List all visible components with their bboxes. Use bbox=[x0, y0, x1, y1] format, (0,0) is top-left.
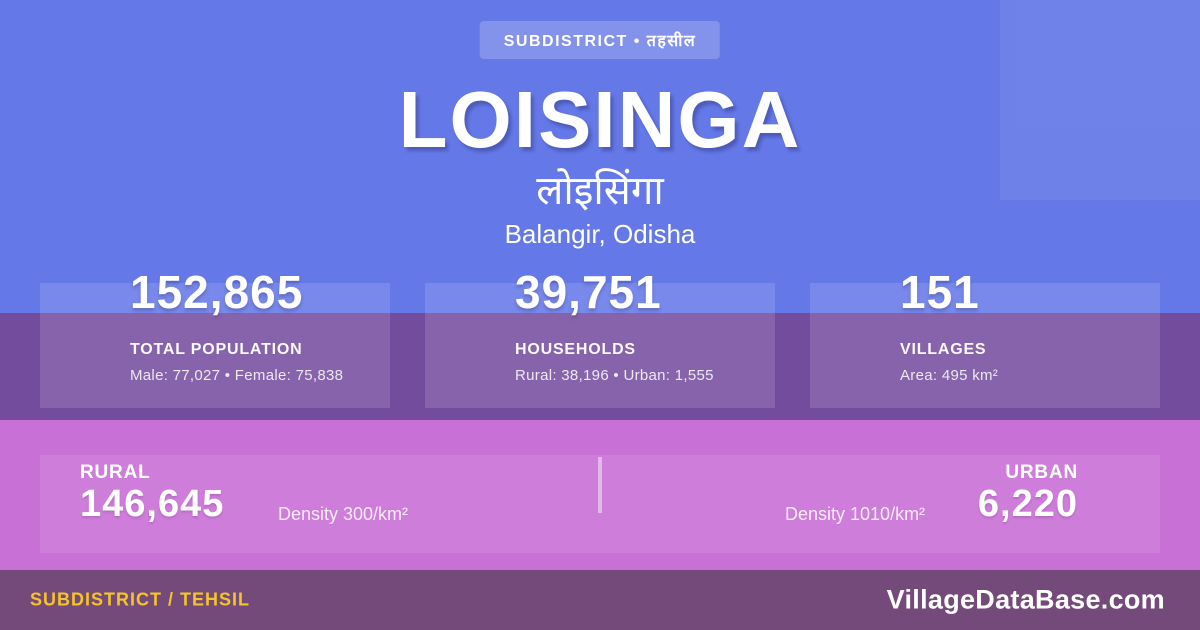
footer-entity-type-label: SUBDISTRICT / TEHSIL bbox=[30, 589, 251, 610]
urban-value: 6,220 bbox=[977, 483, 1078, 525]
stat-value: 152,865 bbox=[130, 266, 304, 318]
entity-type-badge-label: SUBDISTRICT • तहसील bbox=[503, 33, 697, 50]
stat-detail: Area: 495 km² bbox=[900, 367, 999, 384]
footer-brand-name: VillageDataBase.com bbox=[886, 584, 1165, 615]
stat-detail: Rural: 38,196 • Urban: 1,555 bbox=[515, 367, 714, 384]
stats-band-background bbox=[0, 313, 1200, 420]
stat-detail: Male: 77,027 • Female: 75,838 bbox=[130, 367, 344, 384]
urban-label: URBAN bbox=[1005, 462, 1078, 483]
rural-density: Density 300/km² bbox=[278, 504, 409, 524]
page-title: LOISINGA bbox=[398, 75, 802, 164]
rural-urban-divider bbox=[598, 457, 602, 513]
stats-row: 152,865 TOTAL POPULATION Male: 77,027 • … bbox=[0, 269, 1200, 408]
urban-density: Density 1010/km² bbox=[785, 504, 926, 524]
stat-card-total-population: 152,865 TOTAL POPULATION Male: 77,027 • … bbox=[40, 269, 390, 408]
footer-bar: SUBDISTRICT / TEHSIL VillageDataBase.com bbox=[0, 570, 1200, 630]
page-title-local-script: लोइसिंगा bbox=[536, 169, 664, 213]
stat-value: 39,751 bbox=[515, 266, 662, 318]
entity-type-badge: SUBDISTRICT • तहसील bbox=[479, 21, 721, 59]
stat-label: TOTAL POPULATION bbox=[130, 341, 303, 358]
rural-urban-panel bbox=[40, 455, 1160, 553]
rural-label: RURAL bbox=[80, 462, 151, 483]
district-state-subtitle: Balangir, Odisha bbox=[504, 219, 696, 249]
stat-label: HOUSEHOLDS bbox=[515, 341, 636, 358]
decorative-corner-rectangle bbox=[1000, 0, 1200, 200]
rural-value: 146,645 bbox=[80, 483, 225, 525]
rural-urban-band: RURAL 146,645 Density 300/km² URBAN 6,22… bbox=[0, 420, 1200, 570]
stat-card-villages: 151 VILLAGES Area: 495 km² bbox=[810, 269, 1160, 408]
stat-label: VILLAGES bbox=[900, 341, 987, 358]
stat-value: 151 bbox=[900, 266, 980, 318]
stat-card-households: 39,751 HOUSEHOLDS Rural: 38,196 • Urban:… bbox=[425, 269, 775, 408]
